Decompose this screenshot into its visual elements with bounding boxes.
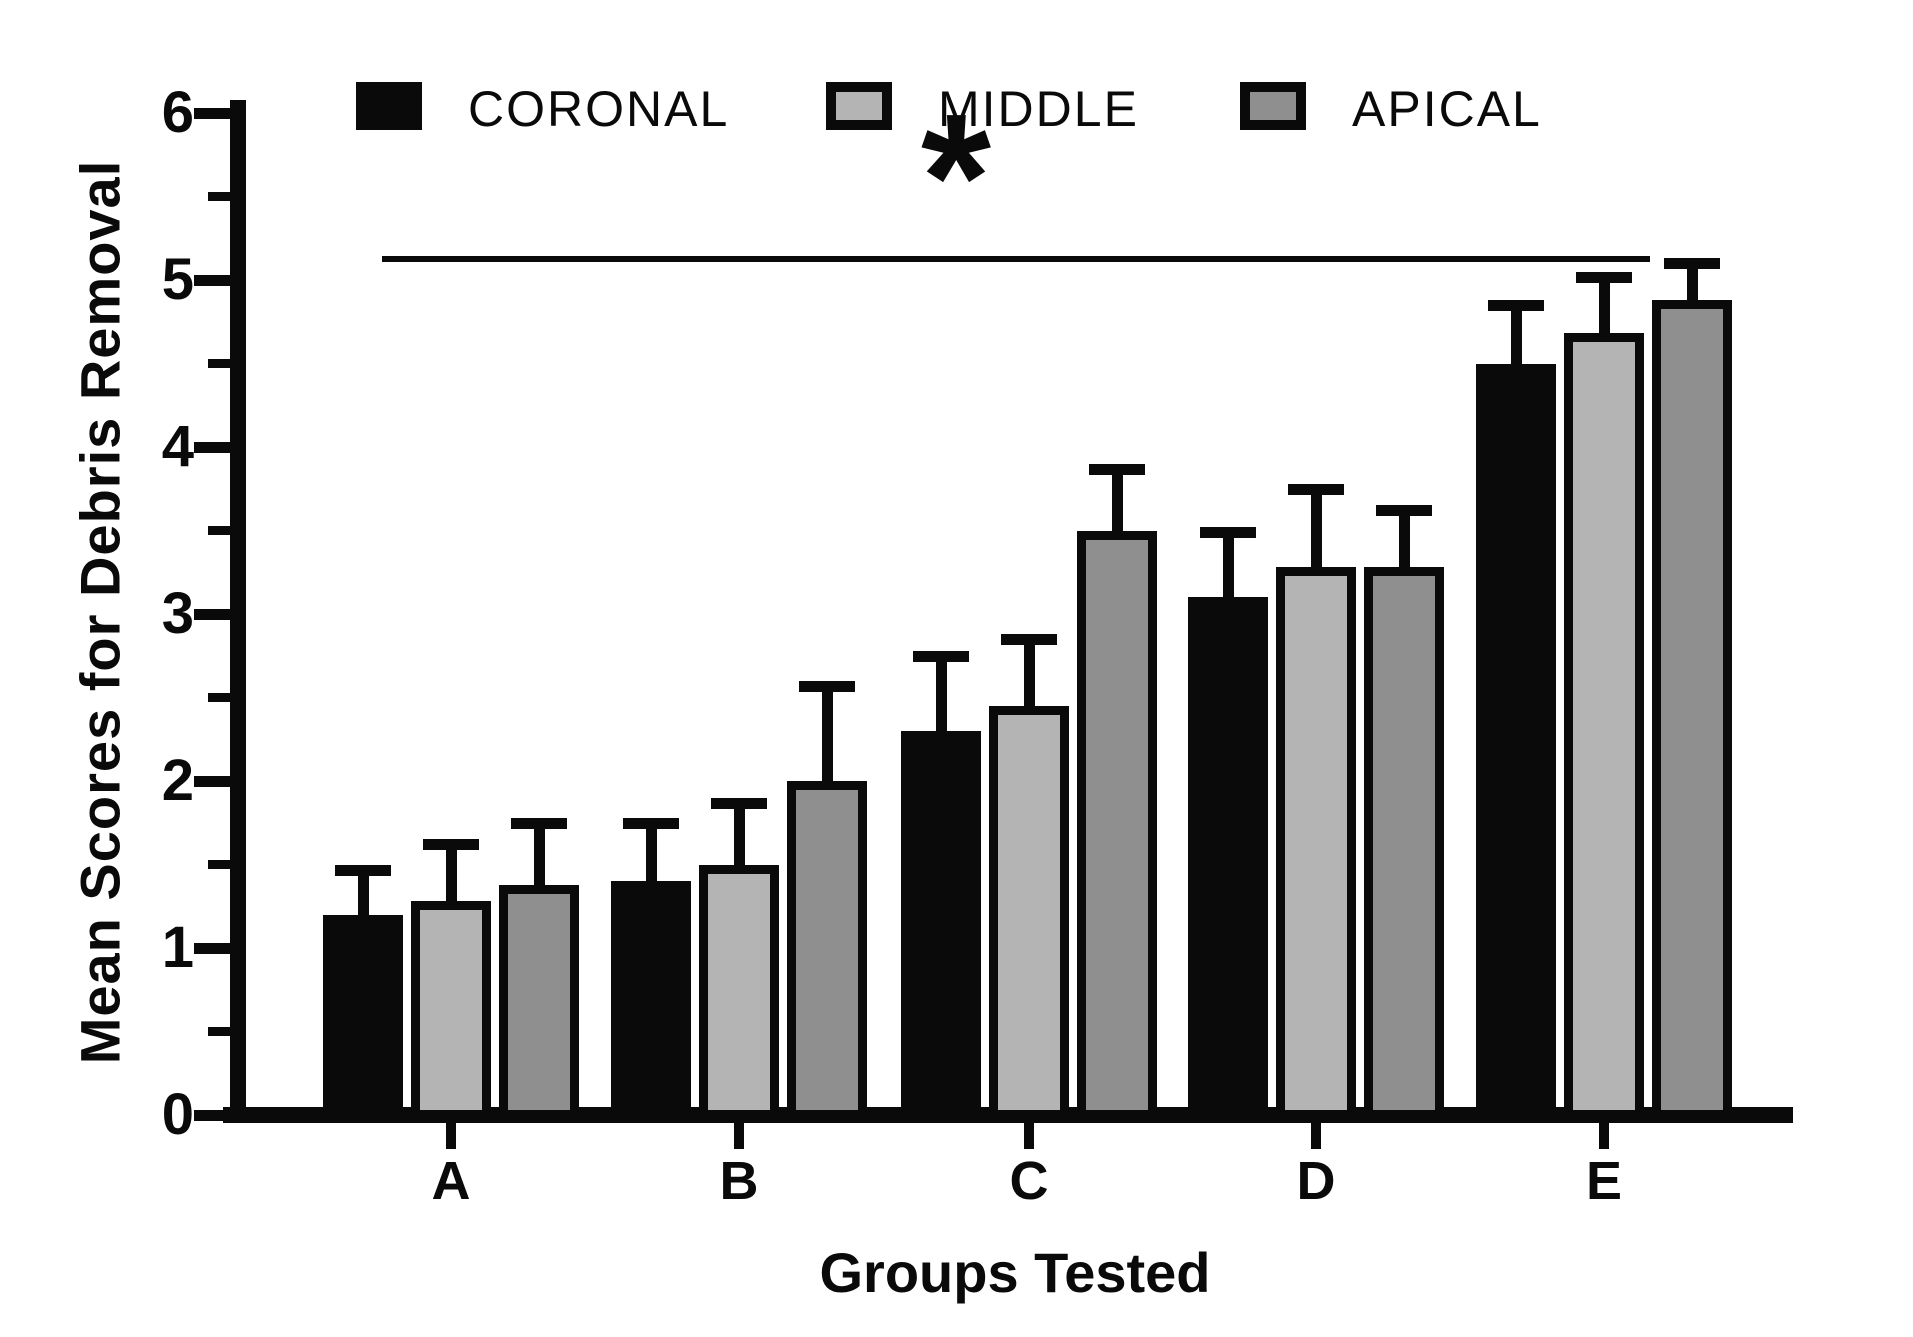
x-label-E: E <box>1585 1151 1623 1211</box>
y-tick-label-6: 6 <box>161 80 194 145</box>
x-tick-B <box>734 1123 744 1149</box>
y-tick-5 <box>194 274 230 286</box>
y-tick-label-0: 0 <box>161 1082 194 1147</box>
bar-middle-D <box>1276 567 1356 1119</box>
bar-coronal-D <box>1188 597 1268 1119</box>
bar-apical-D <box>1364 567 1444 1119</box>
x-label-D: D <box>1296 1151 1336 1211</box>
error-bar-cap-apical-C <box>1089 463 1145 475</box>
error-bar-stem-middle-A <box>446 839 457 908</box>
error-bar-stem-middle-B <box>734 797 745 871</box>
legend-label-apical: APICAL <box>1352 81 1542 137</box>
y-tick-label-5: 5 <box>161 247 194 312</box>
x-label-B: B <box>719 1151 759 1211</box>
bar-middle-C <box>989 705 1069 1119</box>
y-tick-4 <box>194 441 230 453</box>
error-bar-cap-middle-C <box>1001 634 1057 646</box>
x-tick-A <box>446 1123 456 1149</box>
y-tick-label-1: 1 <box>161 915 194 980</box>
error-bar-cap-coronal-E <box>1488 300 1544 312</box>
bar-coronal-B <box>611 881 691 1119</box>
significance-asterisk: * <box>920 77 992 278</box>
bar-coronal-A <box>323 914 403 1119</box>
error-bar-stem-apical-B <box>822 680 833 787</box>
x-tick-D <box>1311 1123 1321 1149</box>
error-bar-cap-apical-A <box>511 817 567 829</box>
error-bar-stem-apical-D <box>1399 505 1410 574</box>
bar-apical-E <box>1652 300 1732 1119</box>
x-label-A: A <box>431 1151 471 1211</box>
error-bar-cap-coronal-B <box>623 817 679 829</box>
error-bar-cap-middle-D <box>1288 483 1344 495</box>
bar-middle-B <box>699 864 779 1119</box>
y-tick-label-2: 2 <box>161 748 194 813</box>
error-bar-stem-coronal-A <box>358 864 369 921</box>
legend-label-middle: MIDDLE <box>938 81 1139 137</box>
error-bar-cap-apical-B <box>799 680 855 692</box>
bar-apical-A <box>499 884 579 1119</box>
error-bar-stem-coronal-C <box>936 650 947 737</box>
y-tick-6 <box>194 107 230 119</box>
error-bar-cap-coronal-C <box>913 650 969 662</box>
coronal-swatch-icon <box>356 82 422 130</box>
middle-swatch-icon <box>826 82 892 130</box>
error-bar-stem-middle-D <box>1311 483 1322 574</box>
error-bar-stem-middle-C <box>1024 634 1035 712</box>
bar-middle-E <box>1564 333 1644 1119</box>
bar-apical-C <box>1077 530 1157 1119</box>
middle-swatch-fill <box>836 92 882 120</box>
y-tick-2 <box>194 775 230 787</box>
significance-line <box>382 256 1650 262</box>
y-minor-tick-0.5 <box>208 1027 230 1036</box>
y-minor-tick-4.5 <box>208 359 230 368</box>
y-tick-1 <box>194 942 230 954</box>
error-bar-cap-apical-D <box>1376 505 1432 517</box>
apical-swatch-icon <box>1240 82 1306 130</box>
bar-middle-A <box>411 901 491 1119</box>
bar-apical-B <box>787 781 867 1119</box>
y-tick-label-3: 3 <box>161 581 194 646</box>
error-bar-stem-coronal-B <box>646 817 657 888</box>
y-tick-3 <box>194 608 230 620</box>
error-bar-cap-middle-E <box>1576 271 1632 283</box>
error-bar-stem-apical-C <box>1112 463 1123 537</box>
y-tick-0 <box>194 1109 230 1121</box>
y-tick-label-4: 4 <box>161 414 194 479</box>
y-minor-tick-5.5 <box>208 192 230 201</box>
y-minor-tick-3.5 <box>208 526 230 535</box>
bar-coronal-C <box>901 730 981 1119</box>
error-bar-stem-middle-E <box>1599 271 1610 340</box>
error-bar-stem-coronal-D <box>1223 527 1234 604</box>
x-axis-title: Groups Tested <box>819 1241 1211 1304</box>
error-bar-cap-coronal-D <box>1200 527 1256 539</box>
error-bar-cap-coronal-A <box>335 864 391 876</box>
error-bar-cap-middle-A <box>423 839 479 851</box>
apical-swatch-fill <box>1250 92 1296 120</box>
error-bar-stem-apical-E <box>1687 258 1698 307</box>
y-minor-tick-2.5 <box>208 693 230 702</box>
y-axis-line <box>230 100 246 1123</box>
x-tick-E <box>1599 1123 1609 1149</box>
legend-label-coronal: CORONAL <box>468 81 730 137</box>
x-tick-C <box>1024 1123 1034 1149</box>
y-minor-tick-1.5 <box>208 860 230 869</box>
error-bar-cap-middle-B <box>711 797 767 809</box>
error-bar-stem-coronal-E <box>1511 300 1522 370</box>
error-bar-cap-apical-E <box>1664 258 1720 270</box>
error-bar-stem-apical-A <box>534 817 545 891</box>
bar-coronal-E <box>1476 363 1556 1119</box>
x-label-C: C <box>1009 1151 1049 1211</box>
